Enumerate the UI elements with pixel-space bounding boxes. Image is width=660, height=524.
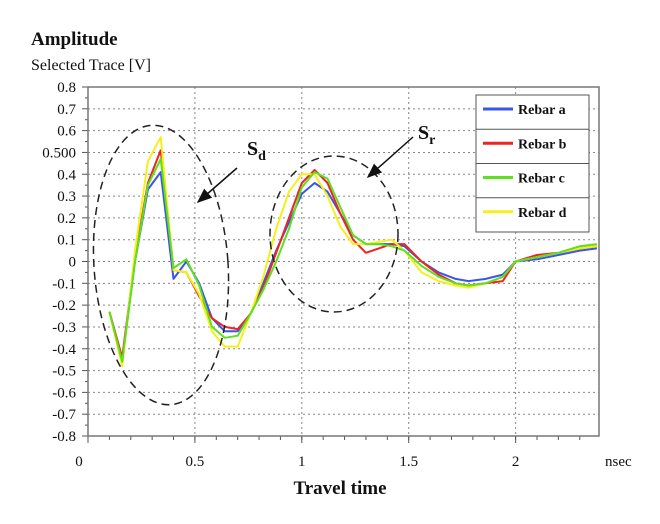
- x-tick-label: 2: [512, 454, 520, 470]
- x-tick-label: 1.5: [399, 454, 418, 470]
- x-tick-label: 1: [298, 454, 306, 470]
- y-tick-label: 0.1: [57, 233, 76, 249]
- y-tick-label: 0.6: [57, 124, 76, 140]
- y-tick-label: 0: [69, 255, 77, 271]
- y-tick-label: -0.1: [52, 276, 76, 292]
- y-tick-label: -0.6: [52, 385, 76, 401]
- y-tick-label: 0.8: [57, 80, 76, 96]
- series-lines: [108, 136, 598, 368]
- chart-title: Amplitude: [31, 29, 118, 50]
- y-tick-label: -0.4: [52, 342, 76, 358]
- series-line-rebar-c: [108, 158, 598, 363]
- x-axis-label: Travel time: [293, 478, 386, 499]
- y-tick-label: -0.2: [52, 298, 76, 314]
- plot-frame: [87, 86, 600, 437]
- axis-ticks: 0.8 0.7 0.6 0.500 0.4 0.3 0.2 0.1 0 -0.1 -0.2 -0.3 -…: [42, 80, 581, 470]
- y-axis-label: Selected Trace [V]: [31, 57, 151, 74]
- sr-label: Sr: [418, 122, 435, 148]
- y-tick-label: 0.3: [57, 189, 76, 205]
- y-tick-label: -0.8: [52, 429, 76, 445]
- y-tick-label: 0.7: [57, 102, 76, 118]
- sd-ellipse: [92, 124, 230, 406]
- y-tick-label: -0.7: [52, 407, 76, 423]
- y-tick-label: 0.500: [42, 145, 76, 161]
- legend-label: Rebar d: [518, 206, 567, 221]
- series-line-rebar-a: [108, 171, 598, 361]
- y-tick-label: 0.4: [57, 167, 76, 183]
- legend: Rebar a Rebar b Rebar c Rebar d: [475, 94, 590, 233]
- legend-label: Rebar b: [518, 137, 567, 152]
- sr-arrow: [366, 136, 414, 178]
- sd-label: Sd: [247, 138, 266, 164]
- legend-label: Rebar a: [518, 103, 566, 118]
- sd-arrow: [196, 167, 238, 203]
- x-tick-label: 0.5: [186, 454, 205, 470]
- x-tick-label: 0: [75, 454, 83, 470]
- sr-ellipse: [269, 155, 399, 313]
- y-tick-label: -0.3: [52, 320, 76, 336]
- y-tick-label: 0.2: [57, 211, 76, 227]
- y-tick-label: -0.5: [52, 364, 76, 380]
- x-unit-label: nsec: [605, 454, 632, 470]
- legend-label: Rebar c: [518, 172, 565, 187]
